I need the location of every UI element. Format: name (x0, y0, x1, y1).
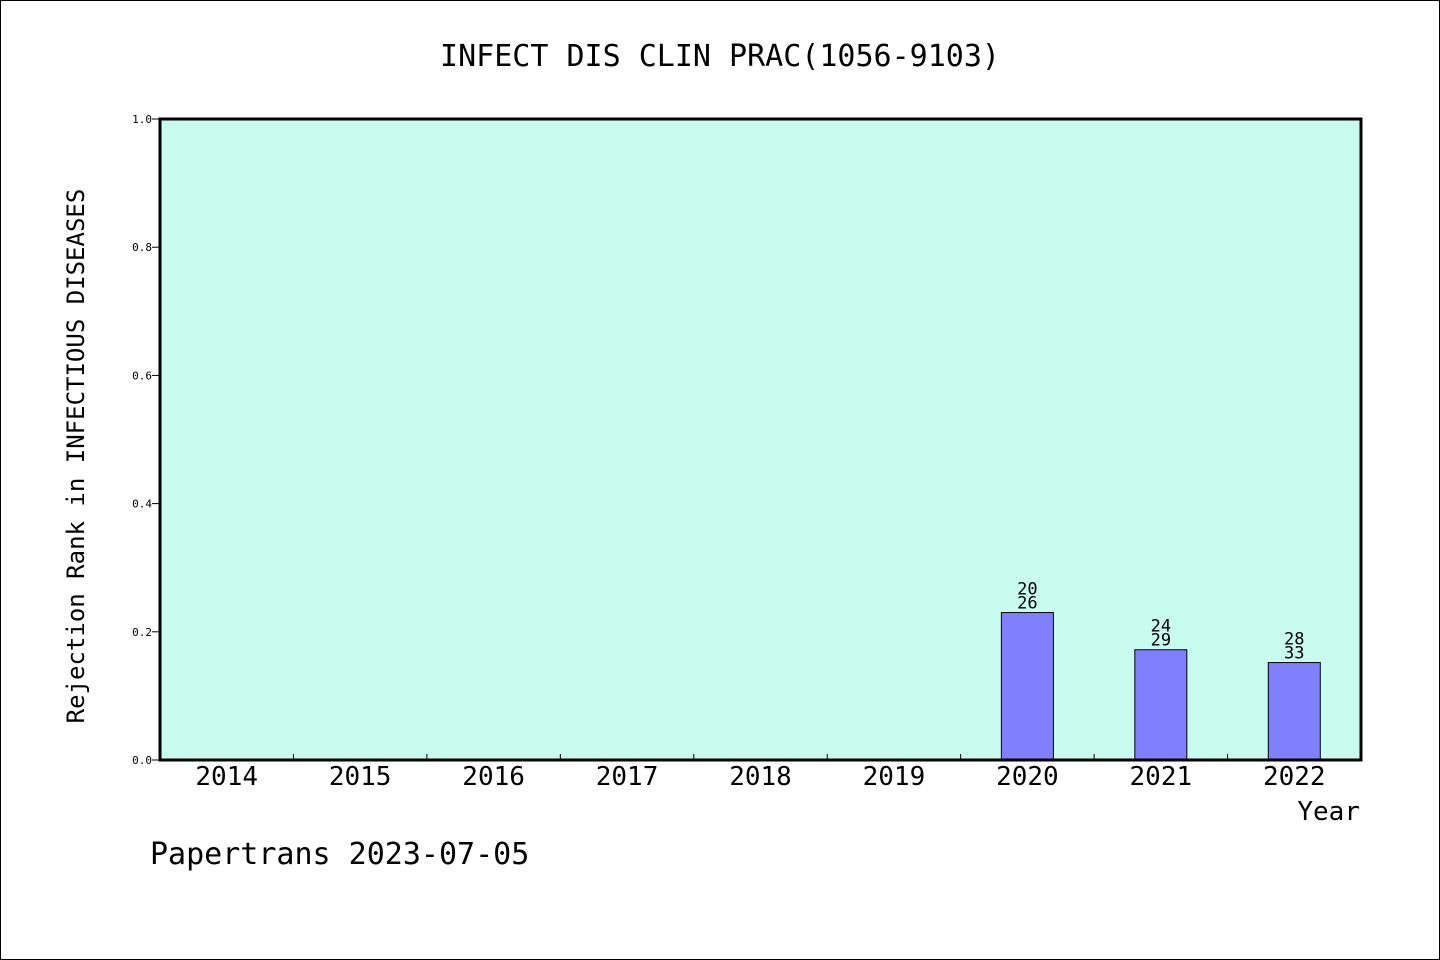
x-tick-label: 2016 (462, 762, 525, 792)
y-tick-label: 0.6 (132, 369, 152, 382)
plot-border (158, 117, 1363, 762)
x-axis-label: Year (1297, 797, 1360, 827)
bar-label-top: 28 (1284, 630, 1304, 650)
bar (1134, 649, 1188, 761)
x-tick-label: 2015 (329, 762, 392, 792)
x-tick-label: 2014 (195, 762, 258, 792)
x-tick-label: 2020 (996, 762, 1059, 792)
y-tick-label: 0.8 (132, 241, 152, 254)
x-tick-label: 2021 (1130, 762, 1193, 792)
x-tick-label: 2019 (863, 762, 926, 792)
bar (1000, 612, 1054, 761)
bar-label-top: 20 (1017, 580, 1037, 600)
bar-label-bottom: 26 (1017, 594, 1037, 614)
y-ticks: 0.0 0.2 0.4 0.6 0.8 1.0 (132, 113, 160, 767)
bar-label-top: 24 (1151, 617, 1171, 637)
y-tick-label: 0.0 (132, 754, 152, 767)
chart-title: INFECT DIS CLIN PRAC(1056-9103) (440, 39, 1000, 74)
y-tick-label: 0.2 (132, 626, 152, 639)
bar-label-bottom: 33 (1284, 644, 1304, 664)
y-tick-label: 0.4 (132, 498, 152, 511)
bar-label-bottom: 29 (1151, 631, 1171, 651)
bar (1267, 662, 1321, 761)
bars (1000, 612, 1321, 761)
y-axis-label: Rejection Rank in INFECTIOUS DISEASES (62, 189, 90, 724)
y-tick-label: 1.0 (132, 113, 152, 126)
x-tick-label: 2017 (596, 762, 659, 792)
x-tick-label: 2022 (1263, 762, 1326, 792)
x-tick-labels: 2014 2015 2016 2017 2018 2019 2020 2021 2022 (195, 762, 1325, 792)
footer-credit: Papertrans 2023-07-05 (150, 837, 529, 872)
x-tick-label: 2018 (729, 762, 792, 792)
